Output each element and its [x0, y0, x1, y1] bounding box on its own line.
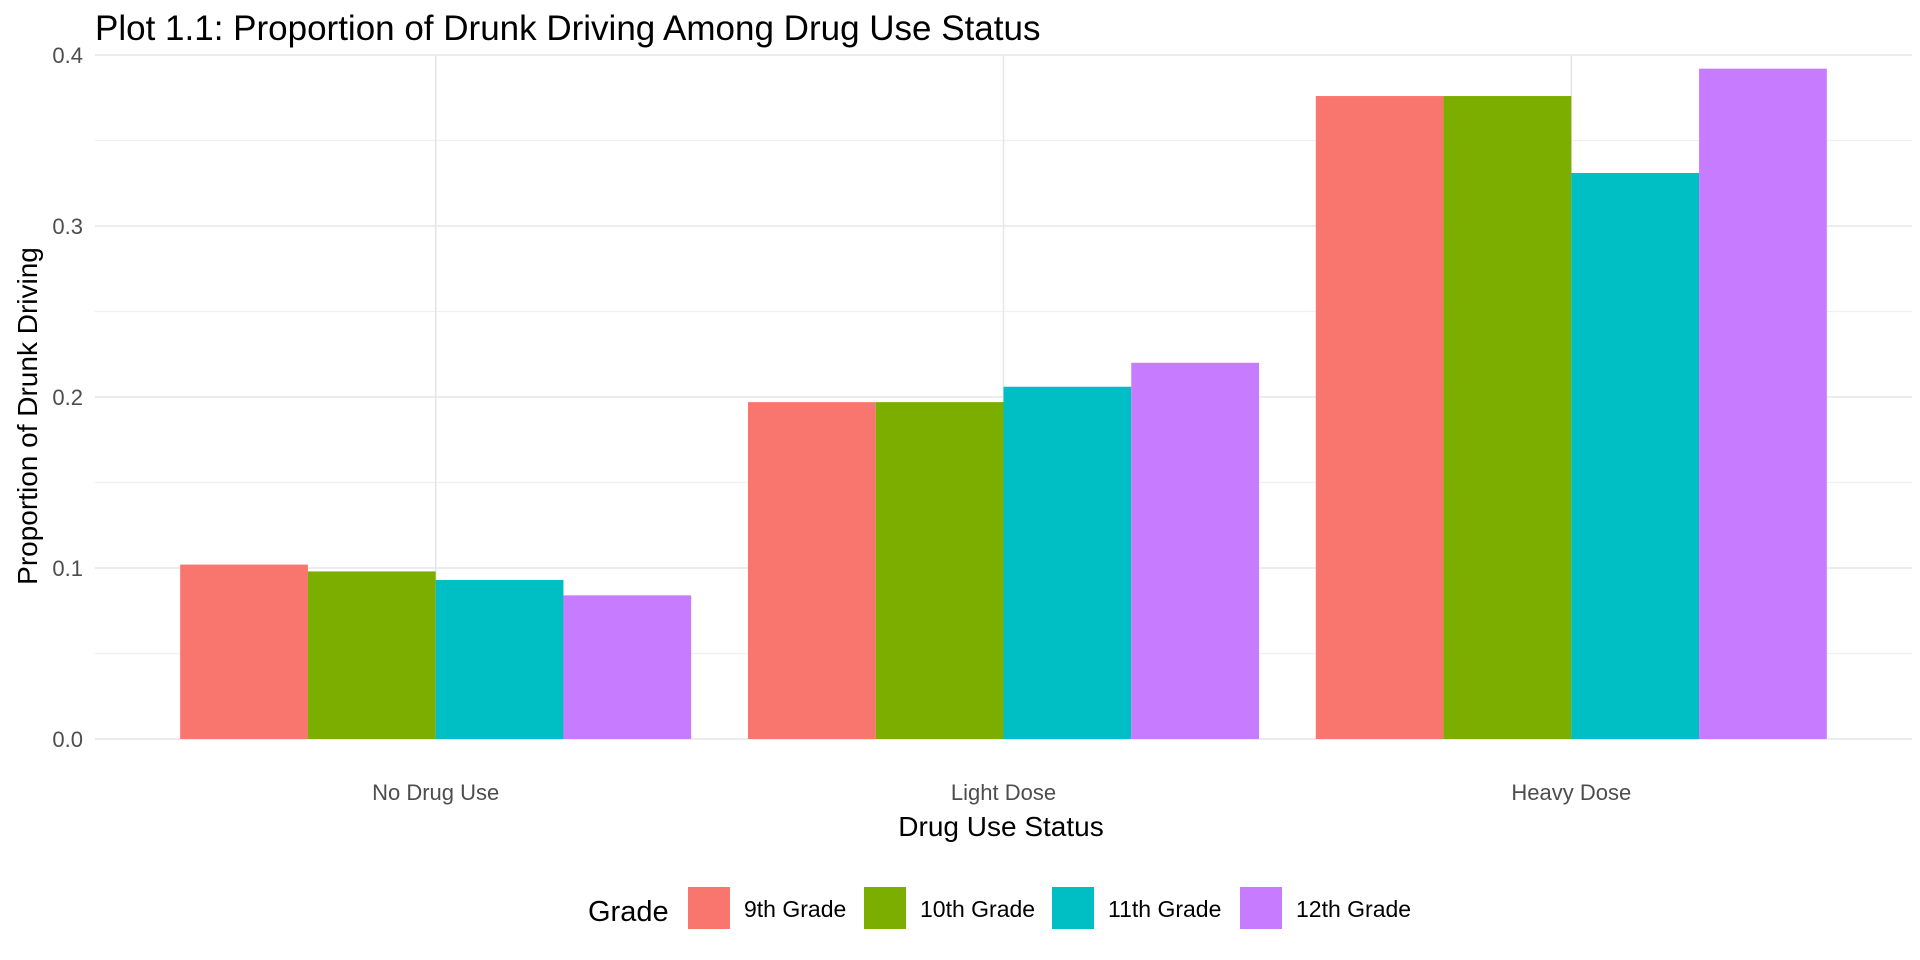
bar-12th-grade-light-dose — [1131, 362, 1260, 739]
bar-9th-grade-heavy-dose — [1315, 96, 1444, 740]
legend-key-10th-grade — [864, 887, 906, 929]
bar-10th-grade-light-dose — [875, 402, 1004, 739]
x-tick-label: Light Dose — [951, 780, 1056, 805]
y-tick-label: 0.0 — [52, 727, 83, 752]
y-tick-label: 0.2 — [52, 385, 83, 410]
bar-11th-grade-no-drug-use — [435, 579, 564, 739]
bar-12th-grade-no-drug-use — [563, 595, 692, 739]
bar-series — [180, 68, 1827, 740]
y-tick-label: 0.4 — [52, 43, 83, 68]
x-tick-label: No Drug Use — [372, 780, 499, 805]
bar-10th-grade-heavy-dose — [1443, 96, 1572, 740]
chart-title: Plot 1.1: Proportion of Drunk Driving Am… — [95, 9, 1040, 48]
legend-key-12th-grade — [1240, 887, 1282, 929]
bar-10th-grade-no-drug-use — [307, 571, 436, 739]
legend-label: 9th Grade — [744, 896, 846, 922]
legend-label: 11th Grade — [1108, 896, 1221, 922]
bar-12th-grade-heavy-dose — [1699, 68, 1827, 740]
y-tick-label: 0.3 — [52, 214, 83, 239]
legend-title: Grade — [588, 896, 669, 928]
bar-9th-grade-light-dose — [747, 402, 876, 739]
x-axis-title: Drug Use Status — [898, 811, 1103, 842]
y-tick-label: 0.1 — [52, 556, 83, 581]
x-tick-label: Heavy Dose — [1511, 780, 1631, 805]
legend-label: 12th Grade — [1296, 896, 1411, 922]
legend: Grade 9th Grade 10th Grade 11th Grade 12th … — [588, 887, 1411, 929]
bar-11th-grade-heavy-dose — [1571, 172, 1700, 740]
y-axis-ticks: 0.0 0.1 0.2 0.3 0.4 — [52, 43, 83, 752]
bar-9th-grade-no-drug-use — [180, 564, 308, 739]
bar-11th-grade-light-dose — [1003, 386, 1132, 739]
legend-label: 10th Grade — [920, 896, 1035, 922]
x-axis-ticks: No Drug Use Light Dose Heavy Dose — [372, 780, 1631, 805]
legend-key-9th-grade — [688, 887, 730, 929]
y-axis-title: Proportion of Drunk Driving — [12, 247, 43, 585]
legend-key-11th-grade — [1052, 887, 1094, 929]
